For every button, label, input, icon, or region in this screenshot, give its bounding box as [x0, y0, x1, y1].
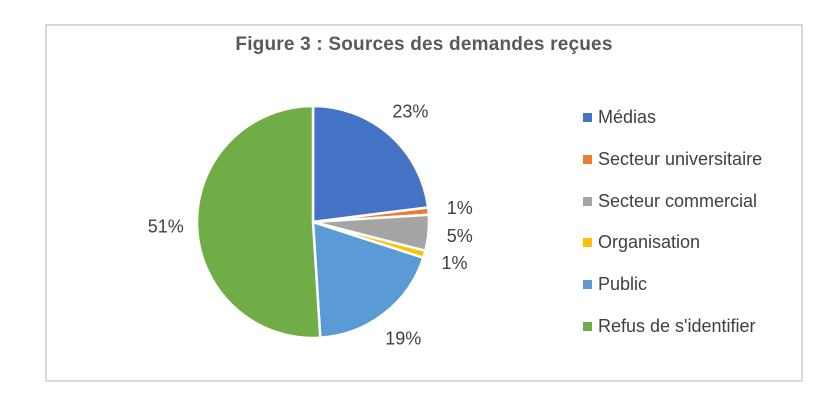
- legend-swatch-secteur-commercial: [583, 196, 592, 206]
- data-label-secteur-universitaire: 1%: [447, 198, 473, 218]
- pie-slice-medias: [311, 104, 430, 224]
- legend-item-secteur-universitaire: Secteur universitaire: [583, 149, 762, 170]
- legend-label: Public: [598, 274, 648, 295]
- legend-swatch-public: [583, 280, 592, 290]
- pie-chart: 23% 1% 5% 1% 19% 51%: [148, 102, 473, 349]
- legend-label: Médias: [598, 107, 657, 127]
- data-label-organisation: 1%: [441, 253, 467, 273]
- data-label-refus-de-s-identifier: 51%: [148, 217, 184, 237]
- legend-item-secteur-commercial: Secteur commercial: [583, 191, 762, 212]
- data-label-medias: 23%: [392, 102, 428, 122]
- chart-title: Figure 3 : Sources des demandes reçues: [235, 34, 613, 55]
- pie-slice-refus-de-s-identifier: [195, 104, 322, 340]
- chart-legend: Médias Secteur universitaire Secteur com…: [583, 107, 762, 337]
- data-label-public: 19%: [385, 328, 421, 348]
- legend-label: Secteur universitaire: [598, 148, 763, 169]
- legend-item-organisation: Organisation: [583, 232, 762, 253]
- legend-item-public: Public: [583, 274, 762, 295]
- legend-item-medias: Médias: [583, 107, 762, 128]
- pie-slice-public: [311, 220, 425, 340]
- legend-swatch-secteur-universitaire: [583, 154, 592, 164]
- legend-swatch-refus-de-s-identifier: [583, 321, 592, 331]
- data-label-secteur-commercial: 5%: [447, 226, 473, 246]
- legend-swatch-organisation: [583, 238, 592, 248]
- legend-label: Secteur commercial: [598, 190, 758, 211]
- legend-item-refus-de-s-identifier: Refus de s'identifier: [583, 316, 762, 337]
- legend-swatch-medias: [583, 113, 592, 122]
- legend-label: Refus de s'identifier: [598, 315, 756, 336]
- legend-label: Organisation: [598, 232, 701, 253]
- chart-frame: 23% 1% 5% 1% 19% 51% Figure 3 : Sources des d…: [45, 24, 803, 382]
